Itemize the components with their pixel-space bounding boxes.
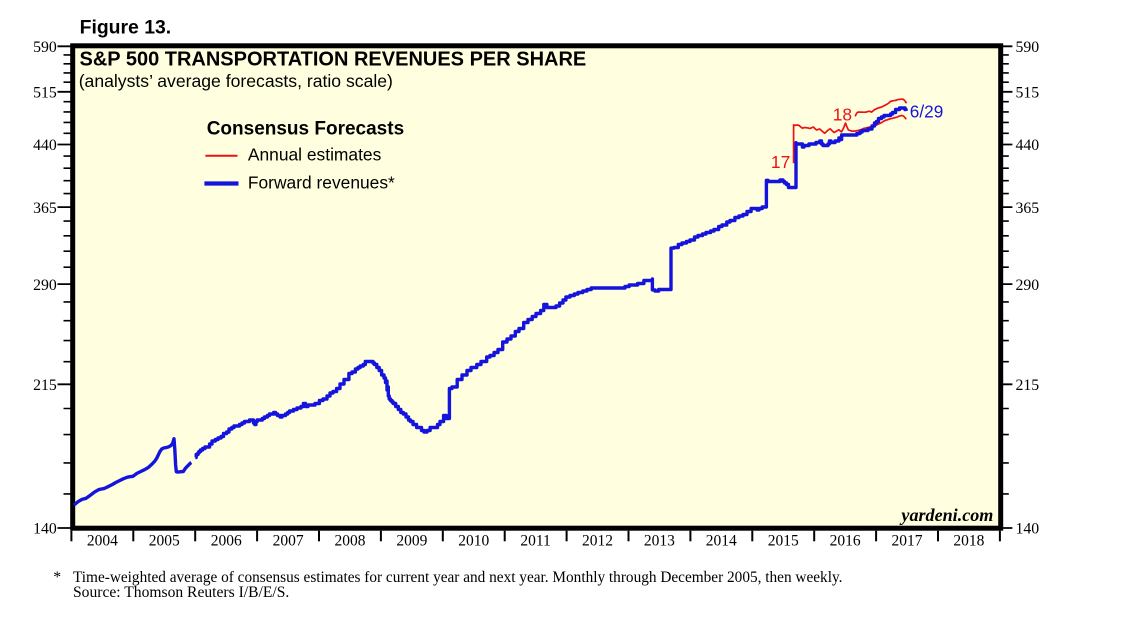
svg-text:17: 17 (771, 152, 790, 172)
svg-text:2004: 2004 (87, 533, 118, 550)
svg-text:140: 140 (33, 521, 57, 538)
svg-text:365: 365 (33, 200, 57, 217)
svg-text:515: 515 (33, 85, 57, 102)
svg-text:215: 215 (33, 377, 57, 394)
svg-text:590: 590 (1016, 39, 1040, 56)
svg-text:Source: Thomson Reuters I/B/E/: Source: Thomson Reuters I/B/E/S. (73, 584, 289, 601)
svg-text:Consensus Forecasts: Consensus Forecasts (207, 119, 404, 140)
svg-text:215: 215 (1016, 377, 1040, 394)
svg-text:140: 140 (1016, 521, 1040, 538)
svg-text:2005: 2005 (149, 533, 180, 550)
svg-text:290: 290 (1016, 277, 1040, 294)
svg-text:2018: 2018 (953, 533, 984, 550)
svg-text:2012: 2012 (582, 533, 613, 550)
svg-text:2009: 2009 (396, 533, 427, 550)
svg-text:2015: 2015 (768, 533, 799, 550)
svg-text:290: 290 (33, 277, 57, 294)
svg-text:S&P 500 TRANSPORTATION REVENUE: S&P 500 TRANSPORTATION REVENUES PER SHAR… (80, 49, 587, 71)
svg-text:6/29: 6/29 (910, 101, 943, 121)
svg-text:2016: 2016 (830, 533, 861, 550)
svg-text:2011: 2011 (520, 533, 550, 550)
svg-text:yardeni.com: yardeni.com (899, 505, 993, 525)
svg-text:Figure 13.: Figure 13. (80, 16, 172, 38)
svg-text:Annual estimates: Annual estimates (248, 144, 382, 164)
svg-text:Time-weighted average of conse: Time-weighted average of consensus estim… (73, 569, 842, 586)
svg-text:2006: 2006 (211, 533, 242, 550)
svg-text:2014: 2014 (706, 533, 737, 550)
svg-text:2008: 2008 (335, 533, 366, 550)
svg-text:2007: 2007 (273, 533, 304, 550)
svg-text:2010: 2010 (458, 533, 489, 550)
svg-text:Forward revenues*: Forward revenues* (248, 172, 395, 192)
svg-text:440: 440 (1016, 137, 1040, 154)
svg-text:2017: 2017 (892, 533, 923, 550)
svg-text:(analysts’ average forecasts,: (analysts’ average forecasts, ratio scal… (79, 71, 393, 91)
svg-text:590: 590 (33, 39, 57, 56)
svg-text:2013: 2013 (644, 533, 675, 550)
svg-text:*: * (53, 569, 61, 586)
svg-text:18: 18 (833, 105, 852, 125)
svg-text:365: 365 (1016, 200, 1040, 217)
svg-text:515: 515 (1016, 85, 1040, 102)
svg-text:440: 440 (33, 137, 57, 154)
